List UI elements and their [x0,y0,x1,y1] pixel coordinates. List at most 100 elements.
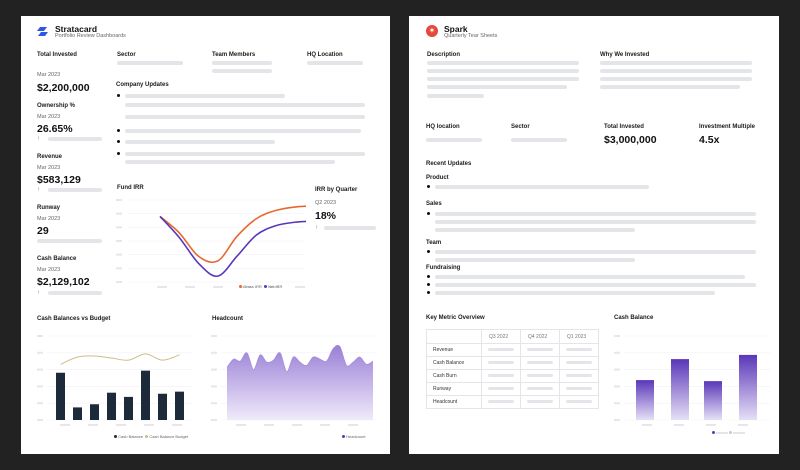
x-tick-placeholder [295,286,305,288]
cash-balance-bar [124,396,133,420]
cash-balance-bar [704,381,722,420]
investment-multiple-label: Investment Multiple [699,124,756,130]
irr-quarter: Q2 2023 [315,200,337,206]
row-label: Cash Balance [433,360,465,366]
cash-balance-bar [73,407,82,420]
y-tick-placeholder [211,351,217,354]
net-irr-line [159,215,306,277]
runway-date: Mar 2023 [37,216,61,222]
app-subtitle: Quarterly Tear Sheets [444,33,498,39]
headcount-area [227,345,373,420]
app-subtitle: Portfolio Review Dashboards [55,33,126,39]
x-tick-placeholder [738,424,748,426]
cash-balance-bar [158,393,167,420]
y-tick-placeholder [614,351,620,354]
x-tick-placeholder [292,424,302,426]
column-header: Q3 2022 [489,334,509,340]
sector-label: Sector [511,124,530,130]
x-tick-placeholder [320,424,330,426]
cash-balance-bar [107,392,116,420]
y-tick-placeholder [37,385,43,388]
x-tick-placeholder [157,286,167,288]
sales-label: Sales [426,201,442,207]
cash-balance-date: Mar 2023 [37,267,61,273]
runway-label: Runway [37,205,61,211]
runway-value: 29 [37,225,49,237]
x-tick-placeholder [172,424,182,426]
cash-balance-bar [175,391,184,420]
app-name: Spark [444,24,468,34]
y-tick-placeholder [37,368,43,371]
recent-updates-label: Recent Updates [426,161,472,167]
investment-multiple-value: 4.5x [699,134,720,146]
legend-cash-balance: Cash Balance [118,434,144,439]
y-tick-placeholder [614,368,620,371]
app-name: Stratacard [55,24,98,34]
fund-irr-title: Fund IRR [117,185,144,191]
key-metric-table: Q3 2022 Q4 2022 Q1 2023 Revenue Cash Bal… [426,329,599,409]
y-tick-placeholder [614,335,620,337]
y-tick-placeholder [116,240,122,242]
x-tick-placeholder [674,424,684,426]
x-tick-placeholder [88,424,98,426]
headcount-line [226,344,374,373]
y-tick-placeholder [614,385,620,388]
total-invested-label: Total Invested [604,124,644,130]
x-tick-placeholder [185,286,195,288]
cash-balance-bar [636,380,654,420]
sector-label: Sector [117,52,136,58]
trend-up-icon: ↑ [37,136,40,142]
cash-balance-chart [614,335,770,426]
cash-balance-value: $2,129,102 [37,276,90,288]
hq-location-label: HQ Location [307,52,343,58]
y-tick-placeholder [37,351,43,354]
column-header: Q4 2022 [528,334,548,340]
x-tick-placeholder [60,424,70,426]
cash-balances-legend: Cash Balance Cash Balance Budget [114,434,188,439]
x-tick-placeholder [144,424,154,426]
row-label: Cash Burn [433,373,457,379]
key-metric-title: Key Metric Overview [426,315,485,321]
y-tick-placeholder [211,419,217,421]
y-tick-placeholder [211,385,217,388]
legend-cash-balance-budget: Cash Balance Budget [149,434,189,439]
trend-up-icon: ↑ [37,290,40,296]
x-tick-placeholder [264,424,274,426]
ownership-value: 26.65% [37,123,73,135]
cash-balances-chart [37,335,193,426]
stratacard-panel: Stratacard Portfolio Review Dashboards T… [21,16,390,454]
cash-balances-title: Cash Balances vs Budget [37,316,111,322]
y-tick-placeholder [116,226,122,229]
x-tick-placeholder [348,424,358,426]
total-invested-label: Total Invested [37,52,77,58]
y-tick-placeholder [116,199,122,201]
revenue-value: $583,129 [37,174,81,186]
trend-up-icon: ↑ [315,225,318,231]
headcount-title: Headcount [212,316,244,322]
row-label: Runway [433,386,452,392]
y-tick-placeholder [614,402,620,405]
y-tick-placeholder [116,281,122,283]
y-tick-placeholder [37,402,43,405]
why-we-invested-label: Why We Invested [600,52,650,58]
y-tick-placeholder [116,253,122,256]
company-updates-label: Company Updates [116,82,169,88]
irr-by-quarter-title: IRR by Quarter [315,187,358,193]
cash-balance-bar [90,404,99,420]
row-label: Revenue [433,347,454,353]
x-tick-placeholder [706,424,716,426]
ownership-date: Mar 2023 [37,114,61,120]
y-tick-placeholder [211,368,217,371]
cash-balance-title: Cash Balance [614,315,654,321]
x-tick-placeholder [213,286,223,288]
cash-balance-bar [671,359,689,420]
x-tick-placeholder [269,286,279,288]
cash-balance-label: Cash Balance [37,256,77,262]
irr-quarter-value: 18% [315,210,337,222]
hq-location-label: HQ location [426,124,460,130]
fundraising-label: Fundraising [426,265,461,271]
cash-balance-bar [56,372,65,420]
spark-logo-icon: ✶ [426,25,438,37]
total-invested-value: $2,200,000 [37,82,90,94]
team-label: Team [426,240,442,246]
